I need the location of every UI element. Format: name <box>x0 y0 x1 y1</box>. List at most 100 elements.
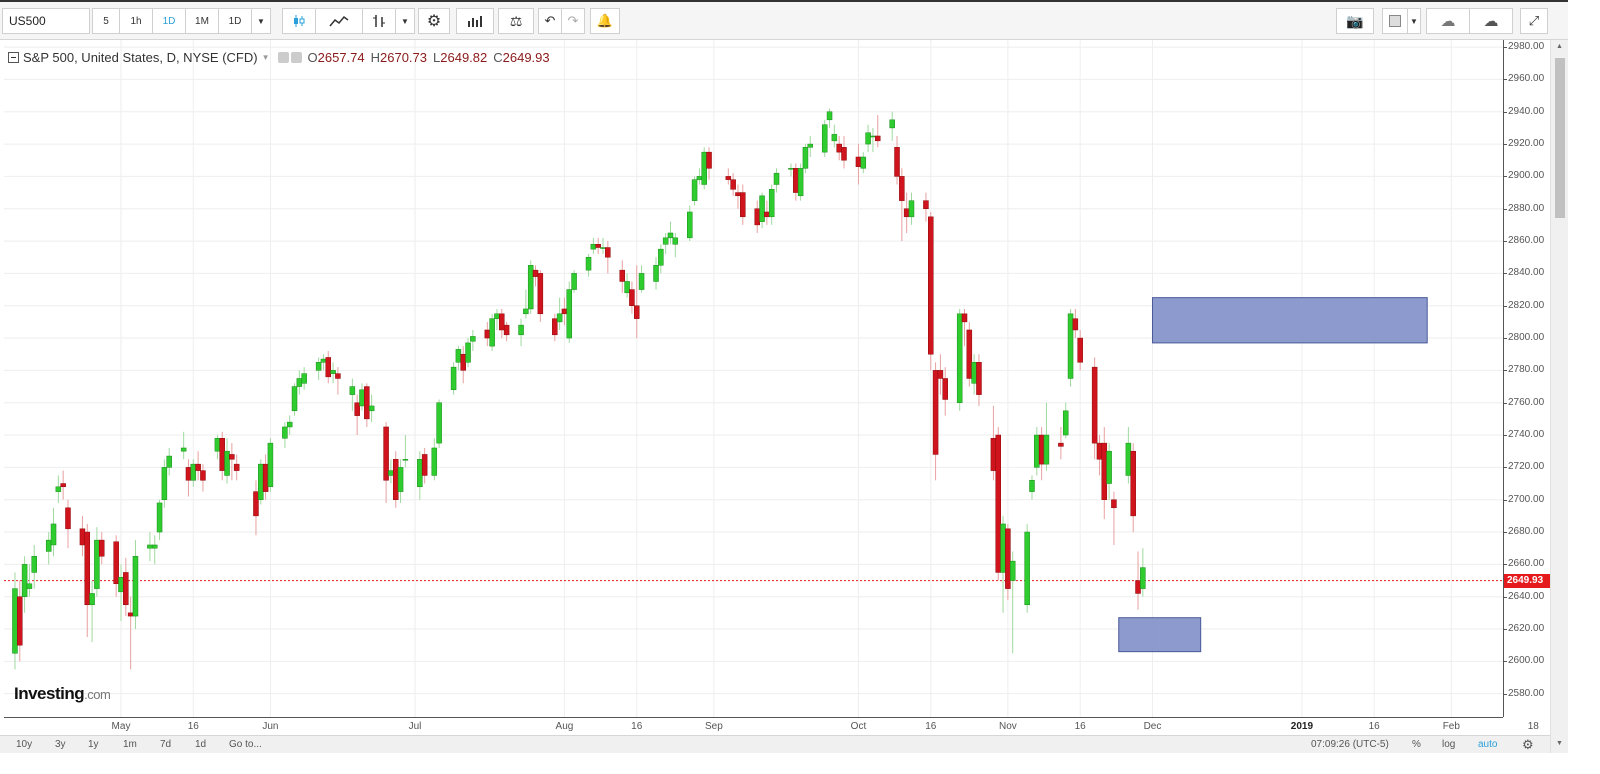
candle-body <box>123 572 129 606</box>
bottom-bar: 10y 3y 1y 1m 7d 1d Go to... 07:09:26 (UT… <box>0 735 1550 753</box>
candle <box>1135 551 1141 610</box>
percent-scale-button[interactable]: % <box>1412 739 1421 750</box>
candle <box>1101 426 1108 520</box>
candle <box>928 211 934 371</box>
interval-1m-button[interactable]: 1M <box>185 8 219 34</box>
candle <box>1009 551 1016 654</box>
collapse-legend-icon[interactable] <box>8 51 19 63</box>
snapshot-button[interactable]: 📷 <box>1336 8 1374 34</box>
candle-body <box>662 237 669 245</box>
candle <box>1130 443 1136 533</box>
candle <box>523 289 529 319</box>
range-1d-button[interactable]: 1d <box>195 739 207 750</box>
candle <box>397 459 404 503</box>
candle-body <box>899 176 905 201</box>
candle <box>966 321 973 387</box>
interval-1d-button[interactable]: 1D <box>152 8 186 34</box>
candle-body <box>503 324 510 336</box>
gear-icon[interactable]: ⚙ <box>1522 737 1534 752</box>
candle-body <box>1125 442 1132 476</box>
candle <box>118 564 124 621</box>
price-scale[interactable]: 2580.00 2600.00 2620.00 2640.00 2660.00 2680.… <box>1503 40 1550 717</box>
scroll-thumb[interactable] <box>1555 58 1565 218</box>
candle <box>79 515 86 557</box>
legend-close-icon[interactable] <box>290 51 302 63</box>
candle <box>320 354 327 371</box>
settings-button[interactable]: ⚙ <box>418 8 450 34</box>
price-chart[interactable] <box>4 40 1503 717</box>
candle <box>768 184 775 225</box>
candle-body <box>672 237 679 245</box>
time-axis[interactable]: May 16 Jun Jul Aug 16 Sep Oct 16 Nov 16 Dec 2019 16 Fe… <box>4 717 1539 735</box>
studies-button[interactable] <box>456 8 494 34</box>
candle <box>764 200 770 225</box>
time-tick-label: 18 <box>1527 721 1539 732</box>
compare-button[interactable] <box>315 8 363 34</box>
interval-custom-button[interactable]: 1D <box>218 8 252 34</box>
range-1y-button[interactable]: 1y <box>88 739 99 750</box>
candle-body <box>523 308 529 315</box>
candle <box>759 192 765 229</box>
chevron-down-icon: ▼ <box>1410 16 1418 26</box>
range-7d-button[interactable]: 7d <box>160 739 172 750</box>
drawing-rectangle-1[interactable] <box>1151 297 1428 344</box>
redo-button[interactable]: ↷ <box>561 8 585 34</box>
background-color-button[interactable] <box>1382 8 1408 34</box>
indicators-button[interactable] <box>362 8 396 34</box>
range-10y-button[interactable]: 10y <box>16 739 33 750</box>
log-scale-button[interactable]: log <box>1442 739 1456 750</box>
candle <box>1062 402 1069 439</box>
candle <box>971 354 977 395</box>
legend-settings-icon[interactable] <box>277 51 289 63</box>
chevron-down-icon: ▼ <box>257 16 265 26</box>
goto-button[interactable]: Go to... <box>229 739 262 750</box>
candle-body <box>937 370 944 379</box>
color-dropdown-button[interactable]: ▼ <box>1407 8 1421 34</box>
symbol-input[interactable]: US500 <box>2 8 90 34</box>
price-tick-mark <box>1504 79 1507 81</box>
candle-body <box>79 528 86 546</box>
interval-1h-button[interactable]: 1h <box>119 8 153 34</box>
fullscreen-button[interactable]: ⤢ <box>1520 8 1548 34</box>
candle-body <box>320 358 327 363</box>
candle-body <box>793 168 799 193</box>
undo-button[interactable]: ↶ <box>538 8 562 34</box>
candles-button[interactable] <box>282 8 316 34</box>
vertical-scrollbar[interactable]: ▲ ▼ <box>1550 40 1568 753</box>
candle-body <box>267 442 274 488</box>
candle <box>65 499 71 549</box>
legend-dropdown-icon[interactable]: ▼ <box>261 52 270 62</box>
candle <box>696 168 703 185</box>
time-tick-label: May <box>111 721 131 732</box>
auto-scale-button[interactable]: auto <box>1478 739 1498 750</box>
candle-body <box>484 329 491 339</box>
interval-dropdown-button[interactable]: ▼ <box>251 8 271 34</box>
drawing-rectangle-2[interactable] <box>1118 617 1202 653</box>
candle <box>942 367 948 416</box>
candle <box>874 114 881 148</box>
save-chart-button[interactable]: ☁ <box>1469 8 1513 34</box>
candle <box>735 184 741 209</box>
load-chart-button[interactable]: ☁ <box>1426 8 1470 34</box>
add-alert-button[interactable]: 🔔 <box>590 8 620 34</box>
scroll-down-icon[interactable]: ▼ <box>1556 740 1563 747</box>
range-3y-button[interactable]: 3y <box>55 739 66 750</box>
candle-body <box>691 179 698 201</box>
candle <box>1038 426 1045 481</box>
interval-5-button[interactable]: 5 <box>92 8 120 34</box>
candle-body <box>860 156 867 169</box>
candle <box>161 459 168 508</box>
compare-symbols-button[interactable]: ⚖ <box>498 8 534 34</box>
candle <box>455 346 462 371</box>
price-tick-label: 2720.00 <box>1508 461 1545 473</box>
candle-body <box>836 143 842 153</box>
candle-body <box>455 349 462 363</box>
candle <box>527 260 534 314</box>
price-tick-mark <box>1504 338 1507 340</box>
scroll-up-icon[interactable]: ▲ <box>1556 43 1563 50</box>
price-tick-mark <box>1504 661 1507 663</box>
candle <box>793 163 799 201</box>
range-1m-button[interactable]: 1m <box>123 739 137 750</box>
candle <box>267 438 274 492</box>
chart-type-dropdown-button[interactable]: ▼ <box>395 8 415 34</box>
